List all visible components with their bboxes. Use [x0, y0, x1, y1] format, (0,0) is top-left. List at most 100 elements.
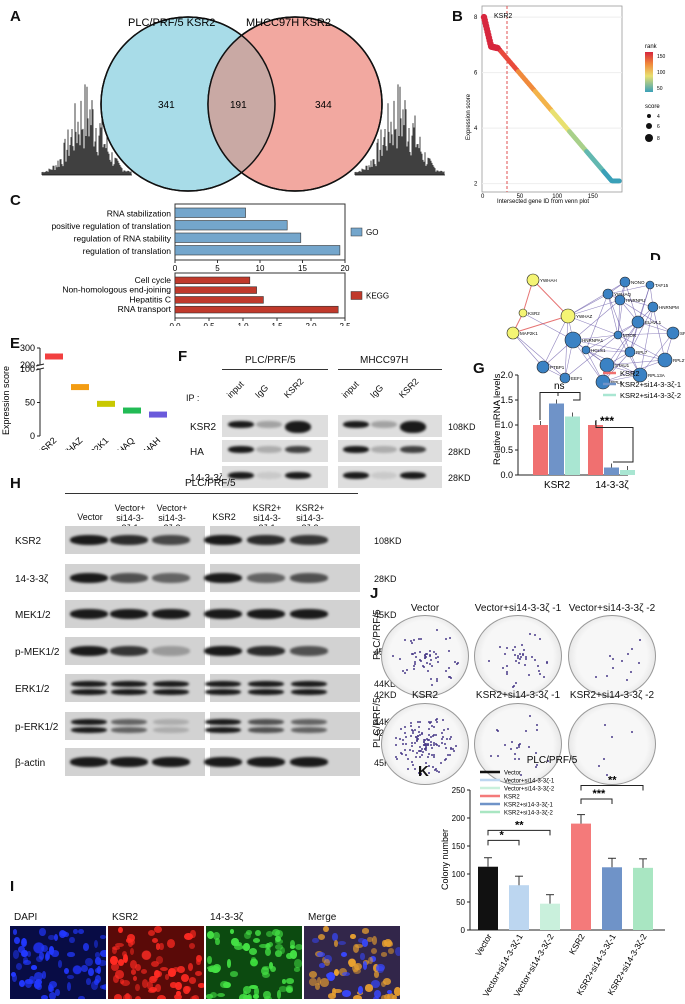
cell-spot [350, 933, 356, 939]
colony-dot [609, 655, 612, 658]
cell-spot [263, 990, 271, 999]
cell-spot [333, 988, 343, 994]
colony-dot [525, 655, 528, 658]
colony-dot [514, 682, 517, 684]
colony-dot [429, 722, 432, 725]
g-sig-ns: ns [554, 381, 565, 392]
cell-spot [67, 974, 74, 980]
cell-spot [62, 932, 70, 937]
cell-spot [130, 938, 135, 945]
e-box [97, 400, 115, 407]
cell-spot [73, 928, 78, 934]
cell-spot [153, 926, 163, 934]
e-ytick: 0 [30, 431, 35, 441]
colony-dot [445, 757, 448, 760]
cell-spot [352, 967, 361, 975]
cell-spot [35, 978, 43, 986]
cell-spot [101, 984, 106, 990]
fluorescence-image [206, 926, 302, 999]
colony-dot [612, 666, 615, 669]
colony-dot [423, 738, 426, 741]
e-ytick: 300 [20, 343, 35, 353]
colony-dot [411, 764, 414, 767]
enrichment-xtick: 0.5 [203, 322, 215, 326]
colony-dot [416, 735, 419, 738]
cell-spot [130, 968, 137, 975]
colony-dot [420, 754, 423, 757]
colony-dot [419, 721, 422, 724]
network-node [657, 352, 673, 368]
cell-spot [311, 937, 319, 944]
colony-dot [444, 669, 447, 672]
colony-dot [439, 762, 442, 765]
colony-dot [521, 643, 524, 646]
colony-dot [426, 669, 429, 672]
cell-spot [184, 932, 193, 940]
g-ylabel: Relative mRNA levels [492, 373, 503, 465]
colony-dot [445, 738, 448, 741]
colony-dot [501, 666, 504, 669]
f-band [285, 472, 311, 479]
f-band [343, 446, 369, 453]
colony-dot [426, 743, 429, 746]
cell-spot [150, 960, 159, 968]
h-band [153, 719, 189, 725]
network-node [647, 301, 659, 313]
network-node-label: MAP2K1 [520, 331, 538, 336]
cell-spot [122, 994, 132, 999]
cell-spot [367, 936, 373, 942]
cell-spot [33, 982, 42, 989]
colony-dot [395, 744, 398, 747]
colony-dot [407, 767, 410, 770]
colony-dot [425, 745, 428, 748]
cell-spot [226, 959, 232, 968]
cell-spot [180, 974, 190, 983]
colony-dot [517, 745, 520, 748]
colony-dot [517, 757, 520, 760]
colony-dot [637, 661, 640, 664]
h-kd-label: 42KD [374, 690, 397, 700]
colony-dot [399, 728, 402, 731]
cell-spot [83, 942, 89, 951]
h-band [71, 727, 107, 733]
venn-right-count: 344 [315, 100, 332, 111]
network-node [619, 276, 631, 288]
colony-dot [441, 731, 444, 734]
b-ytick: 2 [474, 182, 478, 188]
h-band [247, 609, 285, 619]
cell-spot [286, 978, 295, 984]
cell-spot [167, 968, 176, 977]
colony-dot [407, 758, 410, 761]
colony-dot [534, 752, 537, 755]
colony-dot [416, 738, 419, 741]
cell-spot [360, 953, 365, 961]
cell-spot [187, 962, 194, 972]
cell-spot [259, 944, 268, 949]
colony-dot [429, 741, 432, 744]
cell-spot [155, 956, 164, 965]
colony-dot [449, 753, 452, 756]
h-band [247, 646, 285, 656]
f-band [343, 421, 369, 428]
legend-rank-title: rank [645, 44, 658, 50]
cell-spot [353, 995, 363, 999]
cell-spot [123, 954, 129, 963]
colony-dot [447, 666, 450, 669]
cell-spot [117, 926, 123, 934]
venn-left-label: PLC/PRF/5 KSR2 [128, 17, 215, 29]
colony-dot [524, 657, 527, 660]
cell-spot [334, 969, 340, 976]
colony-dot [452, 748, 455, 751]
k-title: PLC/PRF/5 [527, 755, 578, 766]
cell-spot [250, 957, 257, 963]
cell-spot [188, 977, 197, 985]
colony-dot [411, 741, 414, 744]
colony-dot [447, 728, 450, 731]
colony-dot [535, 764, 538, 767]
cell-spot [195, 970, 203, 977]
colony-dot [511, 686, 514, 689]
colony-dot [435, 770, 438, 772]
colony-dot [631, 730, 634, 733]
cell-spot [357, 937, 365, 943]
colony-dot [411, 652, 414, 655]
